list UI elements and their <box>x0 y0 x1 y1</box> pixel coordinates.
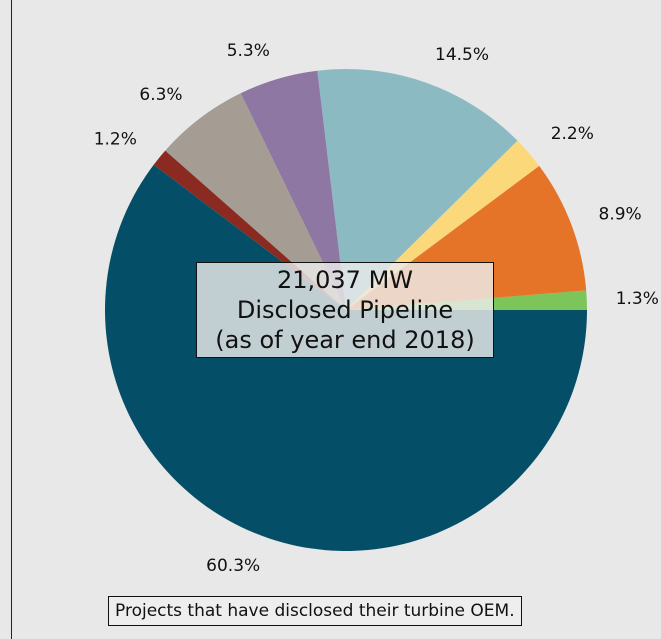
slice-label-1: 8.9% <box>599 205 642 225</box>
center-label-line-2: Disclosed Pipeline <box>236 296 454 324</box>
slice-label-5: 6.3% <box>139 85 182 105</box>
slice-label-2: 2.2% <box>551 124 594 144</box>
center-label-line-1: 21,037 MW <box>276 266 414 294</box>
center-label-line-3: (as of year end 2018) <box>215 326 475 354</box>
slice-label-4: 5.3% <box>227 41 270 61</box>
pie-slice-5 <box>165 93 346 311</box>
pie-slice-4 <box>240 70 346 310</box>
slice-label-7: 60.3% <box>206 556 260 576</box>
pie-slice-3 <box>317 69 518 310</box>
slice-label-6: 1.2% <box>94 129 137 149</box>
footnote: Projects that have disclosed their turbi… <box>108 596 522 626</box>
left-border-line <box>11 0 12 639</box>
slice-label-0: 1.3% <box>616 289 659 309</box>
center-label-box: 21,037 MW Disclosed Pipeline (as of year… <box>196 262 494 358</box>
slice-label-3: 14.5% <box>435 45 489 65</box>
